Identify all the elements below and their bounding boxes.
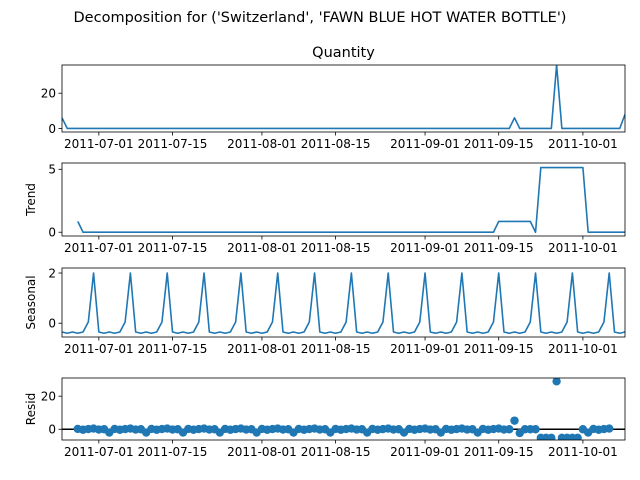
x-tick-label: 2011-10-01	[548, 241, 618, 255]
y-axis-label: Seasonal	[24, 275, 38, 329]
panel-3: Seasonal 0 2 2011-07-01 2011-07-15 2011-08-01…	[24, 266, 626, 356]
y-tick-label: 0	[48, 423, 56, 437]
panel-1: Quantity 0 20 2011-07-01 2011-07-15 2011-08-0…	[41, 45, 626, 151]
x-tick-label: 2011-09-01	[390, 342, 460, 356]
axes-frame	[61, 377, 626, 441]
series-line	[62, 65, 625, 130]
x-tick-label: 2011-09-01	[390, 137, 460, 151]
x-tick-label: 2011-08-15	[301, 241, 371, 255]
panel-4: Resid 0 20 2011-07-01 2011-07-15 2011-08-01 20…	[24, 377, 626, 459]
y-tick-label: 20	[41, 389, 56, 403]
axes-frame	[61, 267, 626, 338]
panel-2: Trend 0 5 2011-07-01 2011-07-15 2011-08-01 201…	[24, 162, 626, 255]
series-line	[77, 166, 625, 234]
x-tick-label: 2011-10-01	[548, 445, 618, 459]
x-tick-label: 2011-09-01	[390, 241, 460, 255]
y-tick-label: 0	[48, 122, 56, 136]
x-tick-label: 2011-09-01	[390, 445, 460, 459]
y-tick-label: 0	[48, 317, 56, 331]
x-tick-label: 2011-08-01	[227, 342, 297, 356]
x-tick-label: 2011-08-01	[227, 137, 297, 151]
resid-point	[605, 424, 614, 433]
series-line	[62, 272, 625, 335]
x-tick-label: 2011-07-01	[64, 342, 134, 356]
x-tick-label: 2011-08-01	[227, 445, 297, 459]
x-tick-label: 2011-08-15	[301, 445, 371, 459]
resid-point	[505, 425, 514, 434]
x-tick-label: 2011-09-15	[464, 137, 534, 151]
x-tick-label: 2011-07-01	[64, 445, 134, 459]
resid-point	[510, 416, 519, 425]
x-tick-label: 2011-07-01	[64, 241, 134, 255]
x-tick-label: 2011-10-01	[548, 137, 618, 151]
y-axis-label: Trend	[24, 183, 38, 217]
panel-title: Quantity	[312, 45, 375, 61]
x-tick-label: 2011-08-15	[301, 342, 371, 356]
resid-point	[552, 378, 561, 386]
axes-frame	[61, 64, 626, 133]
plot-area	[62, 272, 625, 335]
x-tick-label: 2011-09-15	[464, 241, 534, 255]
x-tick-label: 2011-07-15	[138, 445, 208, 459]
y-tick-label: 2	[48, 266, 56, 280]
plot-area	[62, 65, 625, 130]
resid-point	[531, 425, 540, 434]
plot-area	[62, 378, 625, 440]
y-tick-label: 5	[48, 163, 56, 177]
y-axis-label: Resid	[24, 393, 38, 425]
x-tick-label: 2011-07-15	[138, 241, 208, 255]
figure-suptitle: Decomposition for ('Switzerland', 'FAWN …	[74, 10, 567, 26]
x-tick-label: 2011-09-15	[464, 445, 534, 459]
x-tick-label: 2011-08-15	[301, 137, 371, 151]
x-tick-label: 2011-09-15	[464, 342, 534, 356]
plot-area	[77, 166, 625, 234]
x-tick-label: 2011-07-15	[138, 342, 208, 356]
y-tick-label: 20	[41, 87, 56, 101]
x-tick-label: 2011-07-15	[138, 137, 208, 151]
resid-point	[573, 433, 582, 440]
x-tick-label: 2011-08-01	[227, 241, 297, 255]
resid-point	[547, 433, 556, 440]
x-tick-label: 2011-10-01	[548, 342, 618, 356]
x-tick-label: 2011-07-01	[64, 137, 134, 151]
y-tick-label: 0	[48, 226, 56, 240]
axes-frame	[61, 162, 626, 237]
